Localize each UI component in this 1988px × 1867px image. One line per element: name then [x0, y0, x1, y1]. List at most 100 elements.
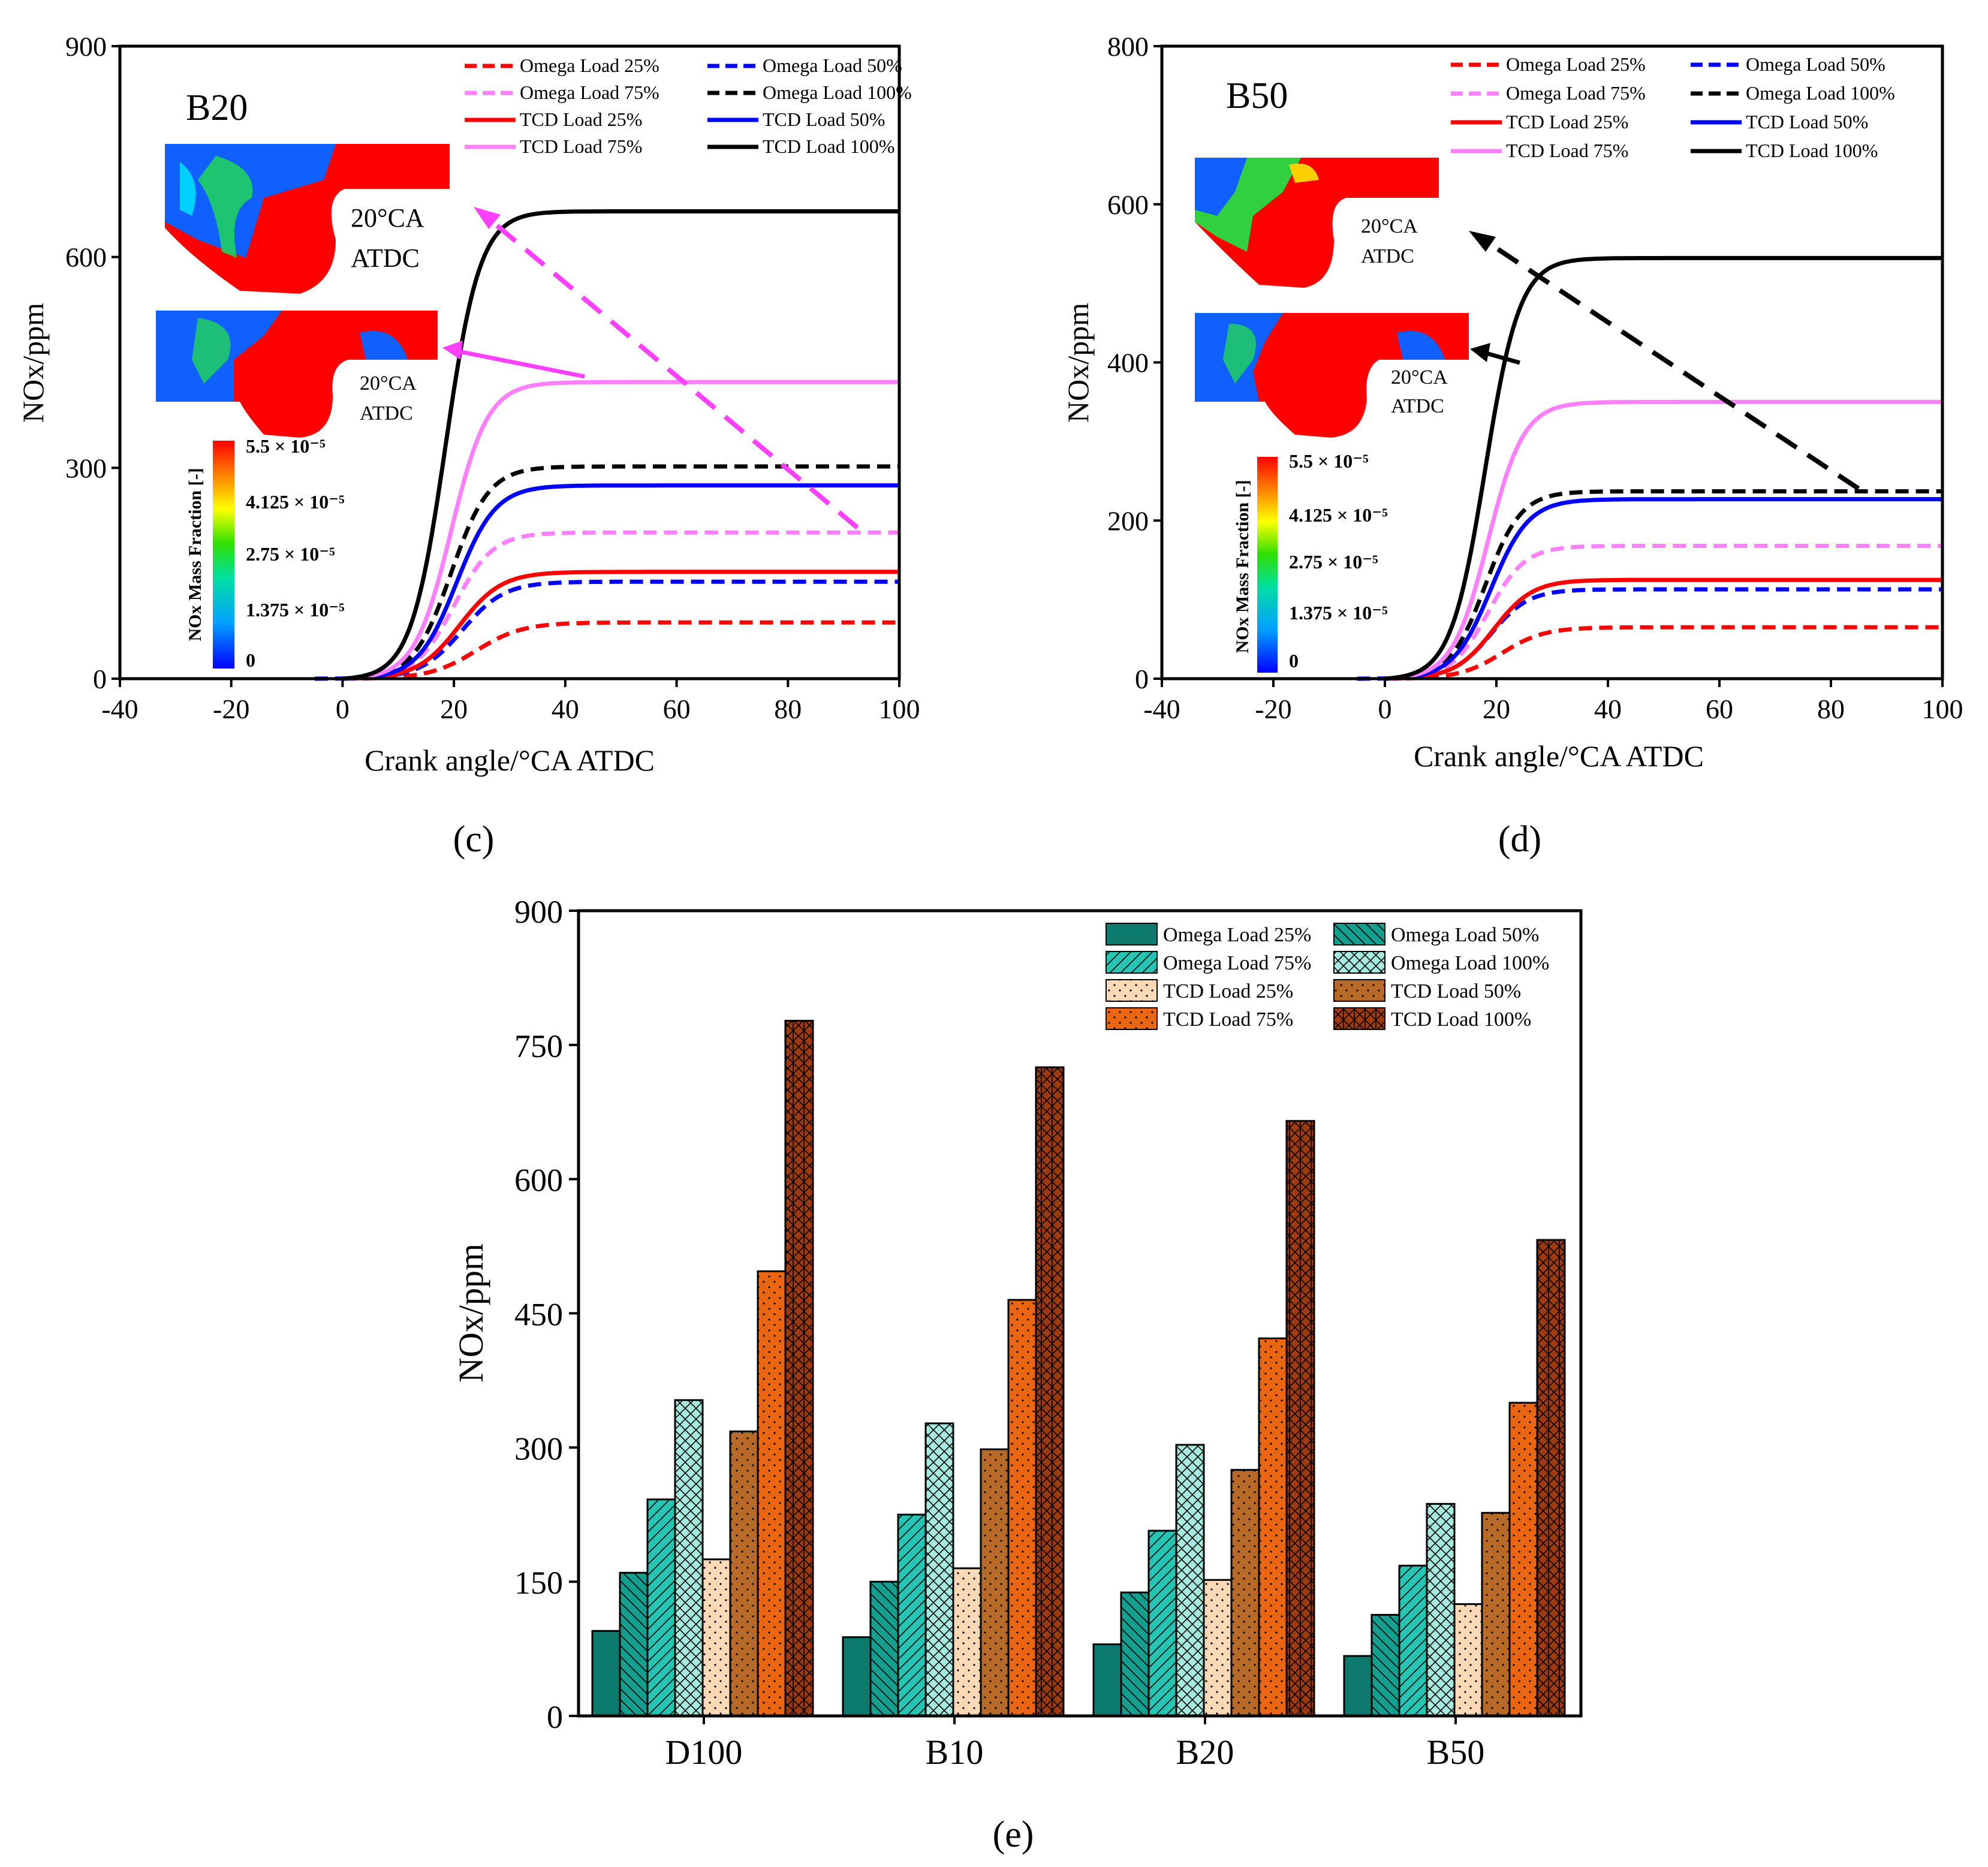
panel-d-colorbar-tick: 0	[1289, 650, 1299, 671]
panel-c-colorbar-tick: 2.75 × 10⁻⁵	[246, 543, 335, 565]
panel-c-cfd-inset-bottom	[156, 311, 438, 438]
bar-b10-omega-load-50-	[869, 1580, 899, 1717]
panel-c-inset-top-label-2: ATDC	[351, 243, 420, 273]
y-tick-label: 900	[65, 31, 107, 62]
panel-e-y-axis-label: NOx/ppm	[451, 1243, 490, 1383]
bar-d100-tcd-load-50-	[729, 1430, 759, 1717]
panel-c-line-chart: -40 -20 0 20 40 60 80 100 0 300 600 900 NOx/ppm Cra…	[16, 31, 920, 860]
bar-b20-tcd-load-100-	[1285, 1120, 1315, 1717]
x-category-label: B20	[1176, 1733, 1234, 1772]
bar-d100-tcd-load-25-	[701, 1558, 731, 1717]
bar-b20-omega-load-25-	[1092, 1643, 1122, 1717]
panel-c-fuel-label: B20	[186, 88, 248, 128]
series-line-omega-load-75-	[342, 530, 899, 681]
y-tick-label: 300	[65, 453, 107, 483]
series-line-omega-load-100-	[1384, 489, 1942, 681]
panel-d-solid-arrow-head	[1470, 343, 1490, 362]
legend-label: TCD Load 50%	[1391, 980, 1521, 1002]
legend-label: TCD Load 100%	[763, 135, 894, 157]
legend-label: Omega Load 100%	[763, 82, 912, 103]
y-tick-label: 0	[93, 664, 107, 694]
legend-swatch	[1106, 1007, 1158, 1030]
legend-label: TCD Load 25%	[1163, 980, 1293, 1002]
series-line-tcd-load-50-	[1384, 497, 1942, 681]
panel-d-colorbar-title: NOx Mass Fraction [-]	[1233, 480, 1252, 653]
panel-d-dashed-arrow-head	[1469, 231, 1496, 252]
series-line-tcd-load-100-	[342, 209, 899, 681]
bar-b20-tcd-load-75-	[1258, 1337, 1288, 1717]
panel-c-colorbar-tick: 0	[246, 649, 255, 671]
panel-c-legend: Omega Load 25% Omega Load 50% Omega Load 7…	[465, 55, 912, 157]
panel-d-colorbar-tick: 2.75 × 10⁻⁵	[1289, 551, 1378, 573]
legend-label: Omega Load 75%	[520, 82, 659, 103]
bar-b20-omega-load-50-	[1120, 1591, 1150, 1717]
y-tick-label: 0	[547, 1699, 563, 1735]
x-tick-label: 60	[1706, 694, 1733, 724]
legend-label: TCD Load 50%	[1746, 111, 1868, 133]
panel-d-colorbar-tick: 1.375 × 10⁻⁵	[1289, 602, 1388, 624]
bar-b50-omega-load-75-	[1398, 1564, 1428, 1717]
panel-d-caption: (d)	[1498, 819, 1541, 860]
y-tick-label: 300	[514, 1431, 563, 1467]
legend-label: TCD Load 75%	[1163, 1008, 1293, 1031]
bar-b20-tcd-load-25-	[1203, 1579, 1233, 1717]
y-tick-label: 0	[1135, 664, 1149, 694]
panel-d-inset-top-label-1: 20°CA	[1361, 215, 1418, 237]
bar-b50-tcd-load-75-	[1508, 1402, 1538, 1717]
panel-c-y-axis-label: NOx/ppm	[16, 303, 50, 423]
series-line-omega-load-50-	[1357, 587, 1942, 681]
panel-c-cfd-inset-top	[165, 144, 450, 294]
legend-label: TCD Load 75%	[1506, 140, 1628, 161]
legend-label: Omega Load 50%	[763, 55, 902, 76]
panel-d-colorbar	[1257, 457, 1278, 673]
bar-b50-omega-load-50-	[1370, 1613, 1400, 1717]
series-line-omega-load-100-	[342, 464, 899, 681]
bar-b10-tcd-load-100-	[1035, 1066, 1065, 1717]
x-tick-label: 0	[336, 694, 350, 724]
x-tick-label: -40	[1143, 694, 1180, 724]
legend-label: Omega Load 50%	[1391, 924, 1539, 946]
y-tick-label: 900	[514, 894, 563, 930]
x-tick-label: 80	[1817, 694, 1845, 724]
legend-label: TCD Load 25%	[520, 109, 642, 130]
series-line-omega-load-25-	[342, 620, 899, 681]
y-tick-label: 600	[65, 242, 107, 273]
bar-d100-omega-load-100-	[674, 1399, 704, 1717]
panel-c-solid-arrow	[455, 348, 585, 379]
panel-d-inset-bottom-label-1: 20°CA	[1391, 366, 1448, 389]
panel-c-inset-bottom-label-2: ATDC	[360, 402, 413, 424]
legend-label: Omega Load 100%	[1746, 82, 1895, 104]
y-tick-label: 200	[1107, 505, 1149, 536]
panel-c-colorbar-tick: 1.375 × 10⁻⁵	[246, 599, 345, 621]
legend-label: TCD Load 100%	[1746, 140, 1878, 161]
y-tick-label: 800	[1107, 31, 1149, 62]
legend-swatch	[1106, 923, 1158, 945]
legend-label: TCD Load 25%	[1506, 111, 1628, 133]
y-tick-label: 750	[514, 1028, 563, 1064]
panel-c-plot-frame	[118, 44, 901, 680]
bar-b10-omega-load-25-	[842, 1636, 872, 1717]
x-tick-label: 20	[440, 694, 468, 724]
legend-label: Omega Load 75%	[1163, 952, 1311, 974]
series-line-omega-load-50-	[315, 579, 899, 681]
legend-swatch	[1333, 979, 1385, 1002]
cfd-blue-pocket	[360, 331, 408, 360]
series-line-tcd-load-75-	[342, 380, 899, 681]
panel-d-x-axis-label: Crank angle/°CA ATDC	[1414, 739, 1704, 773]
x-tick-label: 20	[1483, 694, 1510, 724]
panel-e-bar-chart: D100 B10 B20 B50 0 150 300 450 600 750 900 NOx/pp…	[451, 894, 1583, 1855]
legend-label: Omega Load 25%	[1163, 924, 1311, 946]
bar-b50-omega-load-25-	[1343, 1655, 1373, 1717]
x-tick-label: -20	[213, 694, 249, 724]
x-tick-label: 0	[1378, 694, 1392, 724]
panel-c-caption: (c)	[453, 819, 495, 860]
legend-label: Omega Load 75%	[1506, 82, 1646, 104]
cfd-blue-pocket	[1397, 331, 1445, 360]
legend-label: TCD Load 75%	[520, 135, 642, 157]
legend-swatch	[1333, 951, 1385, 974]
panel-e-caption: (e)	[993, 1814, 1034, 1855]
cfd-green-region	[198, 156, 253, 258]
x-category-label: B50	[1427, 1733, 1485, 1772]
cfd-blue-region	[1195, 158, 1247, 216]
legend-label: Omega Load 25%	[520, 55, 659, 76]
